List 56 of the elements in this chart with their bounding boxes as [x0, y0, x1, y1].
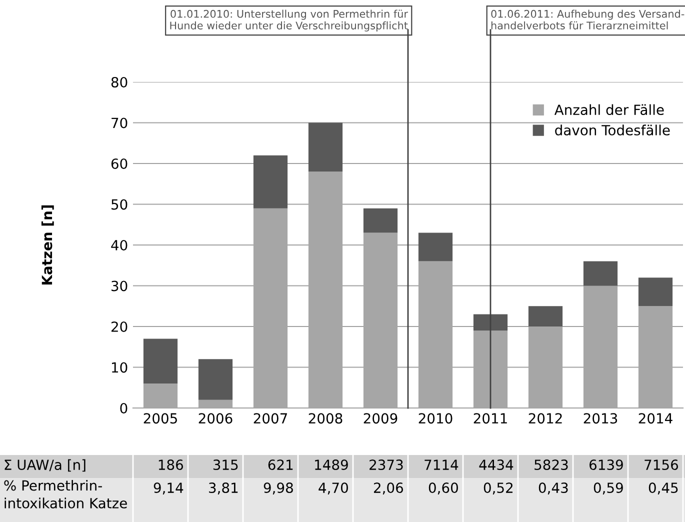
text: 3,81 — [209, 482, 238, 494]
text: 0,60 — [428, 482, 458, 494]
ref-line-label: 01.06.2011: Aufhebung des Versand- handelverbots für Tierarzneimittel — [491, 10, 684, 30]
text: 621 — [268, 460, 293, 470]
x-tick-label: 2005 — [144, 413, 177, 424]
bar — [473, 314, 508, 331]
bar — [198, 359, 233, 400]
text: 6139 — [590, 460, 623, 470]
bar — [308, 122, 343, 172]
text: % Permethrin- intoxikation Katze — [4, 480, 127, 508]
text: 0,59 — [594, 482, 623, 494]
text: 0,52 — [484, 482, 512, 494]
y-tick-label: 40 — [111, 240, 128, 250]
text: 5823 — [534, 460, 568, 470]
text: Σ UAW/a [n] — [4, 459, 86, 472]
y-tick-label: 0 — [120, 402, 128, 414]
y-tick-label: 70 — [112, 118, 128, 128]
x-tick-label: 2010 — [418, 413, 452, 424]
x-tick-label: 2014 — [638, 413, 672, 424]
x-tick-label: 2007 — [254, 413, 287, 424]
x-tick-label: 2013 — [584, 413, 618, 424]
x-tick-label: 2008 — [308, 413, 342, 424]
y-tick-label: 10 — [112, 362, 128, 373]
legend-label: davon Todesfälle — [555, 124, 670, 136]
bar — [253, 155, 288, 208]
x-tick-label: 2011 — [474, 413, 507, 424]
text: 2,06 — [374, 482, 404, 494]
bar — [528, 306, 563, 326]
text: 7114 — [424, 460, 458, 470]
bar — [638, 278, 673, 306]
bar — [143, 338, 178, 384]
text: 1489 — [315, 460, 348, 470]
text: 9,14 — [154, 482, 184, 494]
y-tick-label: 80 — [111, 76, 128, 88]
text: 4,70 — [318, 482, 348, 494]
text: 4434 — [479, 460, 514, 470]
text: 315 — [213, 460, 238, 470]
text: 186 — [158, 460, 184, 470]
text: 2373 — [370, 460, 403, 470]
text: 9,98 — [264, 482, 293, 494]
x-tick-label: 2006 — [198, 413, 232, 424]
y-tick-label: 50 — [112, 199, 128, 210]
ref-line-label: 01.01.2010: Unterstellung von Permethrin für Hunde wieder unter die Verschreibungspflicht — [170, 10, 408, 32]
y-tick-label: 60 — [111, 158, 128, 169]
text: 0,45 — [648, 482, 678, 494]
y-tick-label: 20 — [111, 321, 128, 332]
y-tick-label: 30 — [112, 280, 128, 292]
x-tick-label: 2009 — [364, 413, 398, 424]
text: 7156 — [644, 460, 678, 470]
legend-label: Anzahl der Fälle — [554, 104, 664, 116]
bar — [363, 208, 398, 233]
text: 0,43 — [538, 482, 568, 494]
bar — [418, 232, 453, 262]
bar — [583, 261, 618, 286]
y-axis-title: Katzen [n] — [41, 205, 54, 285]
x-tick-label: 2012 — [528, 413, 562, 424]
